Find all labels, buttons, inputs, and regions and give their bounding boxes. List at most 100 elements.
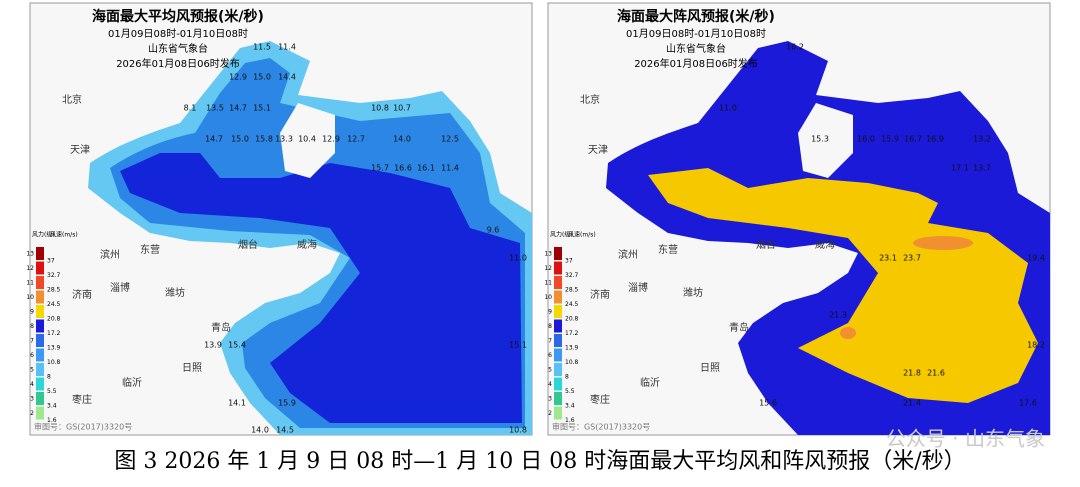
legend-level: 10 <box>26 294 34 301</box>
station-value: 14.5 <box>276 426 294 435</box>
station-value: 10.8 <box>509 426 527 435</box>
legend-level: 8 <box>30 323 34 330</box>
legend-swatch <box>36 276 44 289</box>
city-label: 北京 <box>62 93 82 106</box>
issue-time: 2026年01月08日06时发布 <box>634 57 758 70</box>
city-label: 枣庄 <box>590 393 610 406</box>
legend-speed: 17.2 <box>47 330 61 337</box>
legend-speed: 1.6 <box>565 417 575 424</box>
city-label: 淄博 <box>110 281 130 294</box>
station-value: 14.7 <box>229 104 247 113</box>
legend-level: 3 <box>548 396 552 403</box>
legend-swatch <box>36 247 44 260</box>
station-value: 12.9 <box>229 73 247 82</box>
legend-level: 13 <box>544 251 552 258</box>
legend-level: 3 <box>30 396 34 403</box>
map-credit: 审图号：GS(2017)3320号 <box>552 422 650 432</box>
legend-speed: 10.8 <box>47 359 61 366</box>
legend-swatch <box>36 377 44 391</box>
legend-speed: 24.5 <box>565 301 579 308</box>
station-value: 23.7 <box>903 254 921 263</box>
legend-level: 10 <box>544 294 552 301</box>
legend-speed: 13.9 <box>47 345 61 352</box>
panel-title: 海面最大阵风预报(米/秒) <box>617 8 775 25</box>
city-label: 日照 <box>182 362 202 374</box>
station-value: 11.0 <box>719 104 737 113</box>
legend-swatch <box>36 363 44 376</box>
city-label: 东营 <box>140 243 160 256</box>
legend-level: 9 <box>548 309 552 316</box>
legend-level: 6 <box>548 352 552 359</box>
legend-level: 4 <box>30 381 34 388</box>
legend-speed-header: 风速(m/s) <box>50 232 78 239</box>
station-value: 12.7 <box>347 135 365 144</box>
legend-speed: 3.4 <box>47 403 57 410</box>
legend-swatch <box>36 290 44 304</box>
city-label: 枣庄 <box>72 393 92 406</box>
legend-swatch <box>554 377 562 391</box>
legend-level: 4 <box>548 381 552 388</box>
station-value: 14.7 <box>205 135 223 144</box>
station-value: 19.4 <box>1027 254 1045 263</box>
station-value: 15.9 <box>278 399 296 408</box>
city-label: 济南 <box>72 288 92 301</box>
station-value: 9.6 <box>487 226 500 235</box>
legend-speed: 13.9 <box>565 345 579 352</box>
legend-speed: 28.5 <box>47 287 61 294</box>
station-value: 10.7 <box>393 104 411 113</box>
legend-speed-header: 风速(m/s) <box>568 232 596 239</box>
station-value: 21.3 <box>829 311 847 320</box>
station-value: 21.4 <box>903 399 921 408</box>
legend-level: 11 <box>26 280 34 287</box>
station-value: 13.2 <box>973 135 991 144</box>
caption: 图 3 2026 年 1 月 9 日 08 时—1 月 10 日 08 时海面最… <box>114 449 965 474</box>
city-label: 烟台 <box>756 238 776 251</box>
station-value: 18.2 <box>1027 341 1045 350</box>
city-label: 青岛 <box>729 321 749 334</box>
watermark: 公众号 · 山东气象 <box>886 427 1045 451</box>
legend-swatch <box>36 406 44 420</box>
station-value: 15.1 <box>509 341 527 350</box>
legend-speed: 37 <box>565 258 573 265</box>
legend-speed: 24.5 <box>47 301 61 308</box>
city-label: 临沂 <box>122 376 142 389</box>
city-label: 东营 <box>658 243 678 256</box>
legend-level: 7 <box>30 338 34 345</box>
city-label: 青岛 <box>211 321 231 334</box>
legend-swatch <box>36 319 44 333</box>
legend-swatch <box>36 392 44 405</box>
station-value: 11.4 <box>278 43 296 52</box>
legend-speed: 10.8 <box>565 359 579 366</box>
legend-swatch <box>36 261 44 275</box>
city-label: 北京 <box>580 93 600 106</box>
station-value: 16.6 <box>394 164 412 173</box>
issuer: 山东省气象台 <box>148 42 208 55</box>
legend-swatch <box>554 247 562 260</box>
station-value: 13.5 <box>206 104 224 113</box>
legend-speed: 20.8 <box>565 316 579 323</box>
issue-time: 2026年01月08日06时发布 <box>116 57 240 70</box>
legend-swatch <box>554 334 562 347</box>
station-value: 13.7 <box>973 164 991 173</box>
legend-swatch <box>554 261 562 275</box>
legend-speed: 17.2 <box>565 330 579 337</box>
station-value: 15.6 <box>759 399 777 408</box>
legend-swatch <box>554 406 562 420</box>
station-value: 16.2 <box>786 43 804 52</box>
station-value: 21.8 <box>903 369 921 378</box>
station-value: 16.0 <box>857 135 875 144</box>
legend-speed: 37 <box>47 258 55 265</box>
station-value: 13.3 <box>275 135 293 144</box>
station-value: 16.7 <box>904 135 922 144</box>
city-label: 淄博 <box>628 281 648 294</box>
station-value: 14.1 <box>228 399 246 408</box>
legend-swatch <box>554 348 562 362</box>
legend-speed: 32.7 <box>565 272 579 279</box>
issuer: 山东省气象台 <box>666 42 726 55</box>
legend-swatch <box>554 319 562 333</box>
legend-level: 12 <box>544 265 552 272</box>
station-value: 14.0 <box>251 426 269 435</box>
